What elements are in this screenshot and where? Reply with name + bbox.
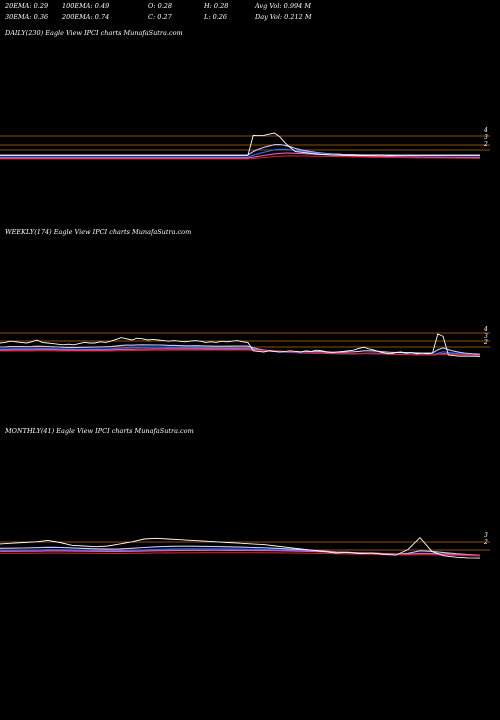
price-line (0, 536, 481, 559)
ema-line-2 (0, 152, 480, 159)
weekly-panel-title: WEEKLY(174) Eagle View IPCI charts Munaf… (5, 228, 192, 236)
y-tick-label: 4 (483, 127, 488, 134)
close-stat: C: 0.27 (148, 13, 172, 21)
day-vol-stat: Day Vol: 0.212 M (255, 13, 312, 21)
price-line (0, 333, 481, 357)
y-tick-label: 2 (483, 141, 488, 148)
daily-panel-title: DAILY(230) Eagle View IPCI charts Munafa… (5, 29, 183, 37)
ema100-stat: 100EMA: 0.49 (62, 2, 110, 10)
ema200-stat: 200EMA: 0.74 (62, 13, 110, 21)
y-tick-label: 3 (484, 134, 488, 141)
avg-vol-stat: Avg Vol: 0.994 M (255, 2, 312, 10)
y-tick-label: 2 (483, 539, 488, 546)
ema-line-2 (0, 549, 481, 556)
ema20-stat: 20EMA: 0.29 (5, 2, 49, 10)
high-stat: H: 0.28 (204, 2, 229, 10)
ema-line-3 (0, 349, 481, 357)
y-tick-label: 3 (484, 532, 488, 539)
ema-line-3 (0, 552, 481, 557)
price-line (0, 132, 480, 156)
open-stat: O: 0.28 (148, 2, 173, 10)
y-tick-label: 4 (483, 326, 488, 333)
y-tick-label: 3 (484, 333, 488, 340)
y-tick-label: 2 (483, 339, 488, 346)
ema30-stat: 30EMA: 0.36 (5, 13, 49, 21)
low-stat: L: 0.26 (204, 13, 228, 21)
ema-line-3 (0, 155, 480, 160)
monthly-panel-title: MONTHLY(41) Eagle View IPCI charts Munaf… (5, 427, 194, 435)
